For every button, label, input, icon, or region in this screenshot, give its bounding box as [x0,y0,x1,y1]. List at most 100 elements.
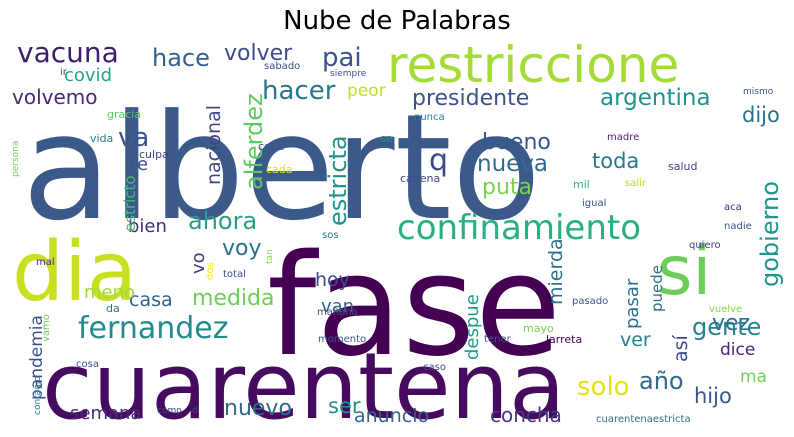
word-gracia: gracia [107,108,141,121]
word-dia: dia [12,225,137,320]
word-vamo: vamo [41,314,52,342]
word-puede: puede [648,265,666,312]
word-pandemia: pandemia [27,315,47,400]
word-igual: igual [582,198,606,209]
word-q: q [429,143,448,178]
word-estricta: estricta [324,135,352,226]
word-fase: fase [267,225,561,388]
word-pasado: pasado [572,296,608,307]
word-dijo: dijo [742,103,780,127]
word-mayo: mayo [523,322,554,335]
word-toda: toda [592,149,639,173]
word-puta: puta [482,175,532,200]
word-meno: meno [84,282,135,303]
word-da: da [106,302,120,315]
word-copa: copa [258,140,285,153]
word-confinamiento: confinamiento [397,208,641,248]
word-re: re [130,154,148,175]
word-como: como [157,406,182,416]
word-pai: pai [322,43,362,73]
word-vo: vo [188,252,209,274]
word-va: va [118,123,149,153]
word-hace: hace [152,44,210,72]
word-ir: ir [60,67,68,78]
word-casa: casa [129,289,173,311]
word-persona: persona [12,141,21,177]
word-tener: tener [484,334,512,345]
word-alferdez: alferdez [240,93,268,190]
word-bueno: bueno [482,130,551,155]
word-hijo: hijo [694,384,732,408]
word-mañana: mañana [317,307,358,318]
word-culpa: culpa [139,148,169,161]
word-peor: peor [347,81,386,101]
word-nadie: nadie [724,221,752,232]
word-total: total [223,269,246,280]
word-aca: aca [724,202,742,213]
word-salud: salud [668,160,697,173]
word-covid: covid [64,65,112,86]
word-hoy: hoy [315,269,350,291]
word-presidente: presidente [412,86,529,111]
chart-title: Nube de Palabras [283,6,511,36]
word-vez: vez [712,311,750,336]
word-momento: momento [318,334,366,345]
word-tan: tan [265,249,275,264]
word-medida: medida [192,286,275,311]
word-ma: ma [740,367,767,387]
word-salir: salir [625,178,647,189]
word-cuarentena: cuarentena [42,333,565,434]
word-mierda: mierda [545,238,567,305]
word-quiero: quiero [689,240,721,251]
word-vacuna: vacuna [17,42,119,69]
word-argentina: argentina [600,85,711,111]
word-madre: madre [607,132,639,143]
word-año: año [639,367,684,395]
word-gente: gente [692,313,761,341]
word-mal: mal [36,257,55,268]
word-así: así [670,334,692,362]
word-despue: despue [462,294,483,360]
word-caso: caso [423,362,446,373]
word-ser: ser [328,394,361,418]
word-mismo: mismo [743,87,774,97]
word-d: d [192,406,198,416]
word-cadena: cadena [400,172,440,185]
word-alberto: alberto [22,83,541,253]
word-fernandez: fernandez [78,311,228,346]
word-nacional: nacional [203,105,225,185]
word-dos: dos [205,262,216,280]
word-ahora: ahora [188,207,257,235]
word-mil: mil [573,178,590,191]
word-nueva: nueva [477,151,548,177]
word-concha: concha [490,403,562,427]
word-gobierno: gobierno [756,181,784,287]
word-estricto: estricto [121,175,139,232]
word-se: se [380,132,393,145]
word-volver: volver [224,42,293,66]
word-solo: solo [577,372,630,402]
word-dice: dice [720,340,755,360]
word-siempre: siempre [330,69,367,79]
word-sos: sos [322,230,339,241]
word-larreta: larreta [546,333,582,346]
word-contagio: contagio [33,376,43,415]
word-van: van [321,296,354,317]
word-cuarentenaestricta: cuarentenaestricta [596,414,691,425]
word-pasar: pasar [622,278,643,329]
word-bien: bien [128,216,167,237]
word-semana: semana [70,403,141,424]
word-cada: cada [266,163,293,176]
word-vuelve: vuelve [709,304,742,315]
word-anuncio: anuncio [354,405,429,427]
word-voy: voy [222,236,262,261]
word-sabado: sabado [264,61,300,72]
word-nuevo: nuevo [224,396,292,421]
word-vida: vida [90,132,113,145]
word-nunca: nunca [414,112,445,123]
word-hacer: hacer [262,76,336,106]
word-restriccione: restriccione [387,42,679,94]
word-cosa: cosa [76,359,99,370]
word-si: si [657,232,711,311]
